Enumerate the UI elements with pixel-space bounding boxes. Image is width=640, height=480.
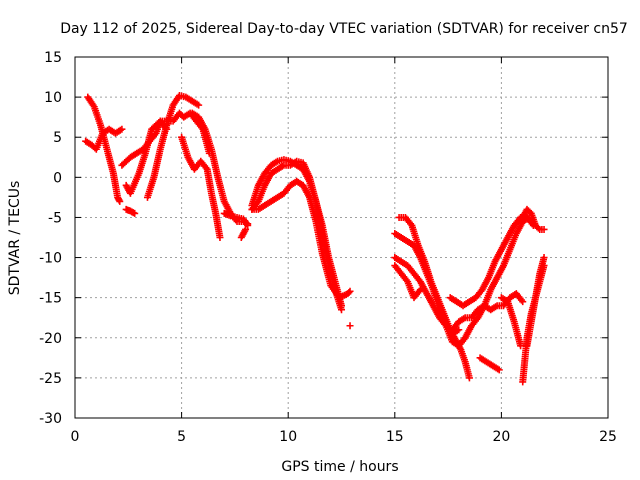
series-track-24 [519,205,548,233]
series-track-5 [143,92,203,201]
data-point [346,322,354,330]
x-tick-label: 10 [279,429,297,445]
series-track-6 [122,117,171,197]
y-tick-label: -15 [39,291,62,307]
data-point [519,298,527,306]
x-axis-title: GPS time / hours [281,459,398,475]
data-point [540,262,548,270]
data-point [216,234,224,241]
series-track-26 [519,262,548,386]
y-tick-label: -25 [39,371,62,387]
data-point [455,326,463,334]
data-point [540,254,548,262]
x-tick-label: 0 [71,429,80,445]
tick-marks [74,56,609,419]
data-point [540,225,548,233]
data-point [346,287,354,295]
y-axis-title: SDTVAR / TECUs [7,181,23,296]
series-track-19 [455,213,533,350]
data-point [338,306,345,314]
data-point [465,374,473,382]
series-track-21 [448,290,527,334]
x-tick-label: 20 [492,429,510,445]
data-points [82,92,548,386]
data-point [163,125,171,133]
data-point [244,221,252,229]
series-track-9 [220,209,252,229]
data-point [495,366,503,374]
tick-labels: 0 5 10 15 20 25 15 10 5 0 -5 -10 -15 -20 -25 -30 [39,50,617,445]
data-point [195,101,203,109]
series-track-23 [497,294,525,350]
y-tick-label: 5 [53,130,62,146]
x-tick-label: 25 [599,429,617,445]
series-track-17 [391,262,424,302]
y-tick-label: 15 [44,50,62,66]
y-tick-label: 10 [44,90,62,106]
series-track-8 [188,109,252,228]
data-point [242,225,250,233]
y-tick-label: 0 [53,170,62,186]
data-point [131,209,139,217]
data-point [345,288,353,296]
data-point [129,209,137,217]
series-track-3 [122,205,139,217]
data-point [534,224,542,232]
y-tick-label: -30 [39,411,62,427]
data-point [116,197,124,205]
data-point [118,125,126,133]
y-tick-label: -20 [39,331,62,347]
series-track-1 [84,93,124,205]
y-tick-label: -10 [39,251,62,267]
series-track-14 [346,322,354,330]
series-track-7 [178,133,224,241]
grid-lines [75,57,608,418]
plot-frame [74,56,609,419]
series-track-13 [248,177,354,302]
series-track-2 [82,125,126,153]
x-tick-label: 5 [177,429,186,445]
chart-title: Day 112 of 2025, Sidereal Day-to-day VTE… [60,21,628,37]
y-tick-label: -5 [48,210,62,226]
series-track-10 [237,225,250,241]
x-tick-label: 15 [386,429,404,445]
series-track-22 [476,354,503,374]
